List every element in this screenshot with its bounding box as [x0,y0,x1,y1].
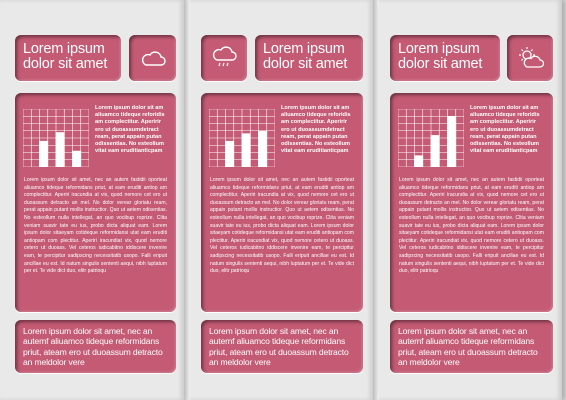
weather-icon-box [129,35,176,81]
bottom-text: Lorem ipsum dolor sit amet, nec an autem… [23,326,163,368]
bar-chart-icon [23,109,89,167]
title-text: Lorem ipsum dolor sit amet [398,41,483,72]
chart-side-text: Lorem ipsum dolor sit am aliuamco tidequ… [281,105,351,155]
column-3: Lorem ipsum dolor sit amet Lorem ipsum d… [373,0,562,400]
chart-side-text: Lorem ipsum dolor sit am aliuamco tidequ… [470,105,540,155]
main-card: Lorem ipsum dolor sit am aliuamco tidequ… [201,93,363,312]
weather-icon-box [507,35,553,81]
chart-bar [55,132,65,167]
bottom-card: Lorem ipsum dolor sit amet, nec an autem… [15,320,176,373]
chart-bar [225,140,235,167]
chart-bar [241,133,251,167]
chart-bar [39,140,49,167]
chart-bar [414,155,424,167]
sun-cloud-icon [519,47,544,68]
bar-chart-icon [398,109,464,167]
bottom-card: Lorem ipsum dolor sit amet, nec an autem… [390,320,553,373]
title-card: Lorem ipsum dolor sit amet [15,35,121,81]
bottom-text: Lorem ipsum dolor sit amet, nec an autem… [209,326,349,368]
cloud-rain-icon [212,46,237,67]
column-1: Lorem ipsum dolor sit amet Lorem ipsum d… [0,0,184,400]
chart-bar [258,131,268,167]
chart-bar [430,135,440,167]
main-card: Lorem ipsum dolor sit am aliuamco tidequ… [390,93,553,312]
weather-icon-box [201,35,247,81]
body-text: Lorem ipsum dolor sit amet, nec an autem… [210,177,354,275]
title-card: Lorem ipsum dolor sit amet [390,35,500,81]
bar-chart-icon [209,109,275,167]
bottom-text: Lorem ipsum dolor sit amet, nec an autem… [398,326,538,368]
main-card: Lorem ipsum dolor sit am aliuamco tidequ… [15,93,176,312]
column-2: Lorem ipsum dolor sit amet Lorem ipsum d… [184,0,373,400]
title-text: Lorem ipsum dolor sit amet [23,41,108,72]
body-text: Lorem ipsum dolor sit amet, nec an autem… [24,177,167,275]
chart-side-text: Lorem ipsum dolor sit am aliuamco tidequ… [95,105,165,155]
bottom-card: Lorem ipsum dolor sit amet, nec an autem… [201,320,363,373]
title-card: Lorem ipsum dolor sit amet [255,35,363,81]
body-text: Lorem ipsum dolor sit amet, nec an autem… [399,177,544,275]
chart-bar [447,115,457,167]
chart-bar [72,150,82,167]
cloud-icon [141,51,166,66]
title-text: Lorem ipsum dolor sit amet [263,41,348,72]
